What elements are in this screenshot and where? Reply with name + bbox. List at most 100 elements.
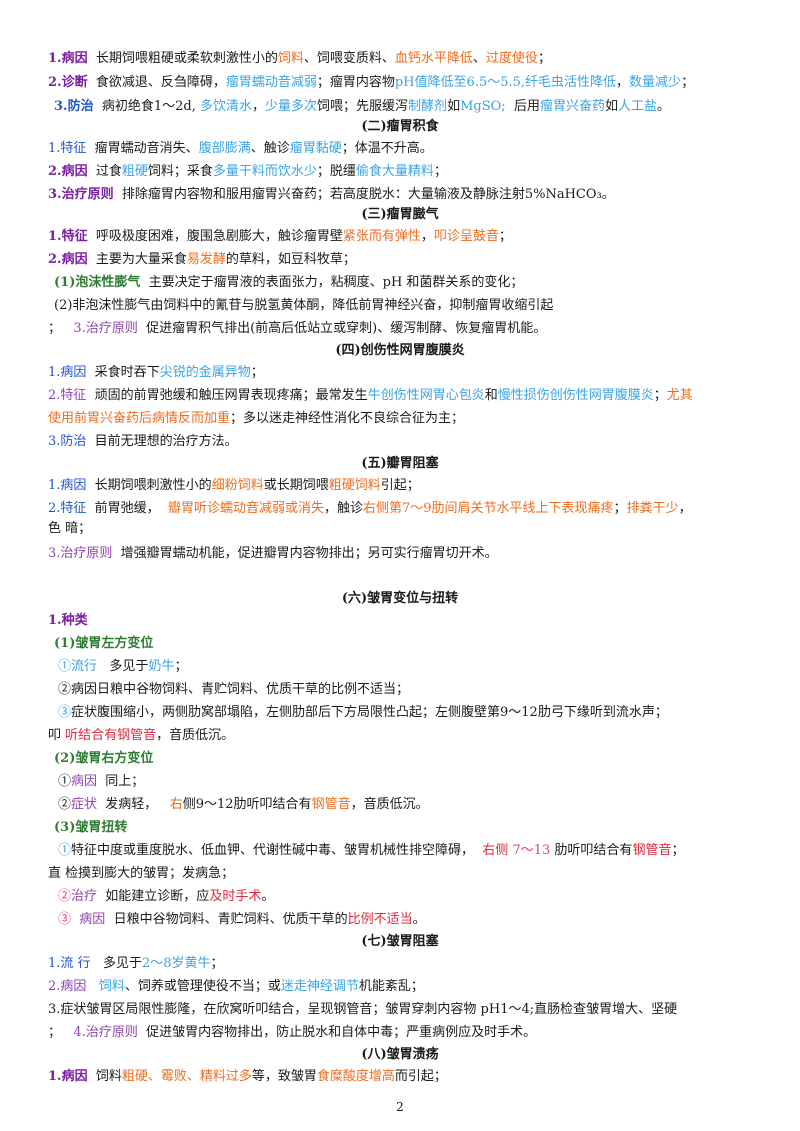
label-feature: 1.特征	[48, 229, 88, 244]
s2-heading: (二)瘤胃积食	[361, 119, 439, 134]
s6-left-title: (1)皱胃左方变位	[54, 635, 760, 653]
text: 多见于	[109, 659, 149, 674]
s2-principle-line: 3.治疗原则 排除瘤胃内容物和服用瘤胃兴奋药；若高度脱水：大量输液及静脉注射5%…	[48, 186, 760, 204]
item-label: ②	[58, 797, 72, 812]
highlight: 粗硬	[121, 164, 148, 179]
s5-feature-line: 2.特征 前胃弛缓， 瓣胃听诊蠕动音减弱或消失，触诊右侧第7～9肋间肩关节水平线…	[48, 500, 760, 518]
highlight: 钢管音	[311, 797, 351, 812]
highlight: 右	[169, 797, 183, 812]
text: 、饲养或管理使役不当；或	[124, 979, 281, 994]
text: 发病轻，	[105, 797, 158, 812]
s6-twist-l1: ①特征中度或重度脱水、低血钾、代谢性碱中毒、皱胃机械性排空障碍， 右侧 7～13…	[58, 842, 760, 860]
s6-left-l1: ①流行 多见于奶牛；	[58, 658, 760, 676]
text: 直 检摸到膨大的皱胃；发病急；	[48, 866, 235, 881]
text: ，	[420, 229, 434, 244]
s7-l1: 1.流 行 多见于2～8岁黄牛；	[48, 955, 760, 973]
s7-heading: (七)皱胃阻塞	[361, 934, 439, 949]
text: 食欲减退、反刍障碍，	[95, 75, 226, 90]
text: ，	[616, 75, 630, 90]
label-cause: 1.病因	[48, 478, 87, 493]
text: 主要决定于瘤胃液的表面张力，粘稠度、pH 和菌群关系的变化；	[148, 275, 524, 290]
subheading: (1)皱胃左方变位	[54, 636, 154, 651]
label-cause: 1.病因	[48, 51, 88, 66]
highlight: 细粉饲料	[211, 478, 264, 493]
highlight: 病因	[71, 774, 98, 789]
highlight: 尤其	[666, 388, 693, 403]
highlight: MgSO;	[460, 99, 506, 114]
s4-cause-line: 1.病因 采食时吞下尖锐的金属异物；	[48, 364, 760, 382]
highlight: 饲料	[277, 51, 304, 66]
text: ；多以迷走神经性消化不良综合征为主；	[230, 411, 465, 426]
text: 增强瓣胃蠕动机能，促进瓣胃内容物排出；另可实行瘤胃切开术。	[120, 546, 498, 561]
page-number: 2	[396, 1100, 404, 1114]
text: 主要为大量采食	[95, 252, 187, 267]
item-label: ③	[58, 912, 72, 927]
text: ；	[174, 659, 188, 674]
text: ；	[537, 51, 551, 66]
highlight: 尖锐的金属异物	[159, 365, 251, 380]
highlight: 数量减少	[629, 75, 682, 90]
highlight: 饲料	[98, 979, 125, 994]
label-treatment: 3.防治	[54, 99, 94, 114]
text: 如能建立诊断，应	[105, 889, 210, 904]
text: 侧9～12肋听叩结合有	[182, 797, 312, 812]
text: ，	[252, 99, 266, 114]
text: ，	[678, 501, 692, 516]
highlight: 血钙水平降低	[394, 51, 473, 66]
label-cause: 2.病因	[48, 252, 88, 267]
s2-cause-line: 2.病因 过食粗硬饲料；采食多量干料而饮水少；脱缰偷食大量精料；	[48, 163, 760, 181]
text: 采食时吞下	[94, 365, 160, 380]
highlight: 人工盐	[617, 99, 657, 114]
text: ，音质低沉。	[156, 728, 235, 743]
label-cause: 1.病因	[48, 365, 87, 380]
s8-l1: 1.病因 饲料粗硬、霉败、精料过多等，致皱胃食糜酸度增高而引起；	[48, 1068, 760, 1086]
s5-principle-line: 3.治疗原则 增强瓣胃蠕动机能，促进瓣胃内容物排出；另可实行瘤胃切开术。	[48, 545, 760, 563]
s6-right-l2: ②症状 发病轻， 右侧9～12肋听叩结合有钢管音，音质低沉。	[58, 796, 760, 814]
label-principle: 3.治疗原则	[48, 187, 114, 202]
label-diagnosis: 2.诊断	[48, 75, 88, 90]
text: (2)非泡沫性膨气由饲料中的氰苷与脱氢黄体酮，降低前胃神经兴奋，抑制瘤胃收缩引起	[54, 298, 554, 313]
text: ；	[653, 388, 667, 403]
label-treatment: 3.防治	[48, 434, 87, 449]
highlight: 病因	[79, 912, 106, 927]
text: 目前无理想的治疗方法。	[94, 434, 238, 449]
highlight: 叩诊呈鼓音	[433, 229, 499, 244]
text: 饲料；采食	[147, 164, 213, 179]
highlight: pH值降低至6.5～5.5,纤毛虫活性降低	[394, 75, 617, 90]
text: ；	[681, 75, 695, 90]
label-foamy: (1)泡沫性膨气	[54, 275, 141, 290]
label-epidemic: 1.流 行	[48, 956, 91, 971]
label-feature: 2.特征	[48, 501, 87, 516]
text: 。	[261, 889, 275, 904]
s7-l2: 2.病因 饲料、饲养或管理使役不当；或迷走神经调节机能紊乱；	[48, 978, 760, 996]
text: 顽固的前胃弛缓和触压网胃表现疼痛；最常发生	[94, 388, 368, 403]
highlight: 症状	[71, 797, 98, 812]
s6-left-l3: ③症状腹围缩小，两侧肋窝部塌陷，左侧肋部后下方局限性凸起；左侧腹壁第9～12肋弓…	[58, 704, 760, 722]
text: 多见于	[102, 956, 142, 971]
text: 过食	[95, 164, 122, 179]
text: ；体温不升高。	[341, 141, 433, 156]
highlight: 食糜酸度增高	[316, 1069, 395, 1084]
s3-heading: (三)瘤胃臌气	[361, 207, 439, 222]
label-principle: 3.治疗原则	[73, 321, 138, 336]
s6-kinds: 1.种类	[48, 612, 760, 630]
text: 、饲喂变质料、	[303, 51, 395, 66]
text: 或长期饲喂	[263, 478, 329, 493]
highlight: 比例不适当	[347, 912, 413, 927]
s6-twist-l2: 直 检摸到膨大的皱胃；发病急；	[48, 865, 760, 883]
text: ，音质低沉。	[350, 797, 429, 812]
highlight: 治疗	[71, 889, 98, 904]
s2-feature-line: 1.特征 瘤胃蠕动音消失、腹部膨满、触诊瘤胃黏硬；体温不升高。	[48, 140, 760, 158]
highlight: 易发酵	[186, 252, 226, 267]
text: ；	[210, 956, 224, 971]
text: 症状腹围缩小，两侧肋窝部塌陷，左侧肋部后下方局限性凸起；左侧腹壁第9～12肋弓下…	[71, 705, 668, 720]
highlight: 偷食大量精料	[355, 164, 434, 179]
text: ；瘤胃内容物	[316, 75, 395, 90]
s6-twist-title: (3)皱胃扭转	[54, 819, 760, 837]
highlight: 听结合有钢管音	[65, 728, 157, 743]
text: 。	[412, 912, 426, 927]
highlight: 排粪干少	[626, 501, 679, 516]
s4-heading: (四)创伤性网胃腹膜炎	[335, 343, 465, 358]
s5-feature-cont: 色 暗；	[48, 520, 760, 538]
